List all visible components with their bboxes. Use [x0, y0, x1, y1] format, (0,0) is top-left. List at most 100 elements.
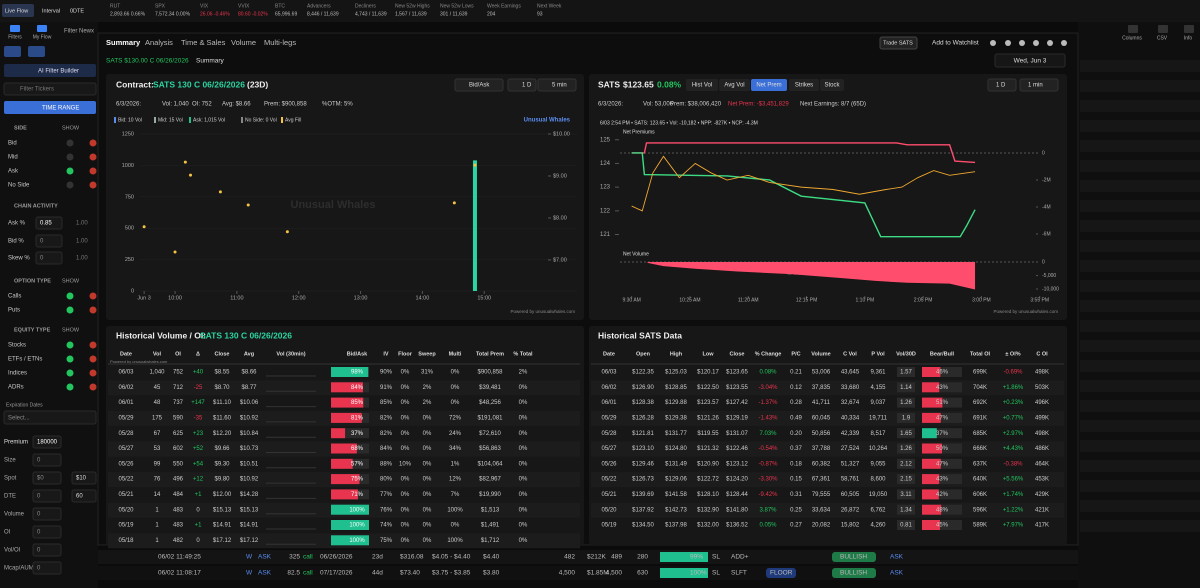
y-tick-label: 0: [131, 288, 134, 294]
toggle[interactable]: [66, 292, 74, 300]
header-icon[interactable]: [1061, 40, 1067, 46]
table-cell: 37,835: [812, 385, 831, 391]
toggle-off[interactable]: [89, 139, 97, 147]
header-icon[interactable]: [1019, 40, 1025, 46]
header-icon[interactable]: [1047, 40, 1053, 46]
background-row: [1080, 120, 1200, 132]
toggle[interactable]: [66, 369, 74, 377]
toggle[interactable]: [66, 181, 74, 189]
table-cell: $19,990: [479, 492, 501, 498]
toggle[interactable]: [66, 341, 74, 349]
control[interactable]: 1 min: [1028, 83, 1043, 89]
table-cell: 2.12: [900, 461, 912, 467]
chart-mode-label[interactable]: Net Prem: [756, 83, 781, 89]
table-cell: 14: [154, 492, 161, 498]
tool-label[interactable]: CSV: [1157, 35, 1168, 41]
range-label: Volume: [4, 512, 25, 518]
table-cell: $136.52: [726, 523, 748, 529]
tab[interactable]: Time & Sales: [181, 38, 226, 47]
watchlist-button[interactable]: Add to Watchlist: [932, 40, 979, 47]
tab[interactable]: Analysis: [145, 38, 173, 47]
toggle-off[interactable]: [89, 369, 97, 377]
tool-label[interactable]: Columns: [1122, 35, 1142, 41]
tool-label[interactable]: Info: [1184, 35, 1193, 41]
flow-cell: 82.5: [287, 570, 300, 577]
table-cell: 1,040: [149, 370, 165, 376]
select-placeholder: Select...: [8, 416, 30, 422]
toggle-off[interactable]: [89, 355, 97, 363]
chart-mode-label[interactable]: Hist Vol: [692, 83, 712, 89]
bid-ask-bar: [331, 428, 346, 439]
header-icon[interactable]: [990, 40, 996, 46]
table-cell: +1.86%: [1003, 385, 1024, 391]
background-row: [1080, 360, 1200, 372]
control[interactable]: 1 D: [522, 83, 532, 89]
tab[interactable]: Summary: [106, 38, 141, 47]
ai-button-label[interactable]: AI Filter Builder: [38, 69, 79, 75]
background-row: [1080, 320, 1200, 332]
header-icon[interactable]: [1033, 40, 1039, 46]
chart-mode-button: [820, 79, 844, 91]
nav-label[interactable]: Filters: [8, 34, 22, 40]
time-range-label[interactable]: TIME RANGE: [42, 106, 79, 112]
background-row: [1080, 160, 1200, 172]
toggle-off[interactable]: [89, 153, 97, 161]
range-min: 0: [37, 548, 41, 554]
control[interactable]: Bid/Ask: [469, 83, 490, 89]
top-button[interactable]: Interval: [42, 8, 60, 14]
chart-mode-label[interactable]: Stock: [824, 83, 840, 89]
table-cell: 0.27: [790, 523, 802, 529]
table-cell: 05/28: [118, 431, 134, 437]
filter-button: [28, 46, 45, 57]
y2-tick-label: $8.00: [553, 215, 567, 221]
date[interactable]: Wed, Jun 3: [1014, 58, 1047, 65]
header-icon[interactable]: [1005, 40, 1011, 46]
table-cell: $123.10: [632, 446, 654, 452]
input: [32, 525, 62, 539]
filter-item: ADRs: [8, 385, 24, 391]
table-cell: 05/20: [601, 507, 617, 513]
y-tick-label: 500: [125, 226, 134, 232]
nav-label[interactable]: My Flow: [33, 34, 52, 40]
tab[interactable]: Multi-legs: [264, 38, 296, 47]
toggle[interactable]: [66, 383, 74, 391]
control[interactable]: 1 D: [996, 83, 1006, 89]
toggle-off[interactable]: [89, 292, 97, 300]
tool-icon: [1184, 25, 1194, 33]
table-cell: $124.20: [726, 477, 748, 483]
toggle-off[interactable]: [89, 341, 97, 349]
table-cell: 05/27: [601, 446, 617, 452]
toggle[interactable]: [66, 139, 74, 147]
toggle-off[interactable]: [89, 181, 97, 189]
ticker-filter: [3, 82, 97, 96]
table-cell: +147: [191, 400, 205, 406]
toggle-off[interactable]: [89, 167, 97, 175]
toggle[interactable]: [66, 167, 74, 175]
toggle-off[interactable]: [89, 306, 97, 314]
trade-button: [879, 36, 918, 50]
table-cell: 60,045: [812, 415, 831, 421]
chart-mode-label[interactable]: Avg Vol: [724, 83, 744, 89]
stat: 6/3/2026:: [116, 102, 141, 108]
table-cell: 0.81: [900, 523, 912, 529]
top-button[interactable]: Live Flow: [5, 8, 28, 14]
table-cell: $8.55: [214, 370, 230, 376]
filter-item: Stocks: [8, 343, 26, 349]
table-cell: 1: [155, 538, 159, 544]
toggle[interactable]: [66, 355, 74, 363]
toggle[interactable]: [66, 306, 74, 314]
table-cell: -0.69%: [1003, 370, 1023, 376]
y-tick-label: 125: [600, 137, 611, 143]
input: [32, 453, 62, 467]
toggle-off[interactable]: [89, 383, 97, 391]
trade-button-label[interactable]: Trade SATS: [883, 40, 913, 46]
control[interactable]: 5 min: [552, 83, 567, 89]
table-cell: 482: [173, 538, 184, 544]
toggle[interactable]: [66, 153, 74, 161]
tab[interactable]: Volume: [231, 38, 256, 47]
table-cell: 1%: [451, 461, 460, 467]
npp-line: [631, 152, 976, 238]
range-label: Bid %: [8, 239, 24, 245]
chart-mode-label[interactable]: Strikes: [795, 83, 813, 89]
top-button[interactable]: 0DTE: [70, 8, 84, 14]
